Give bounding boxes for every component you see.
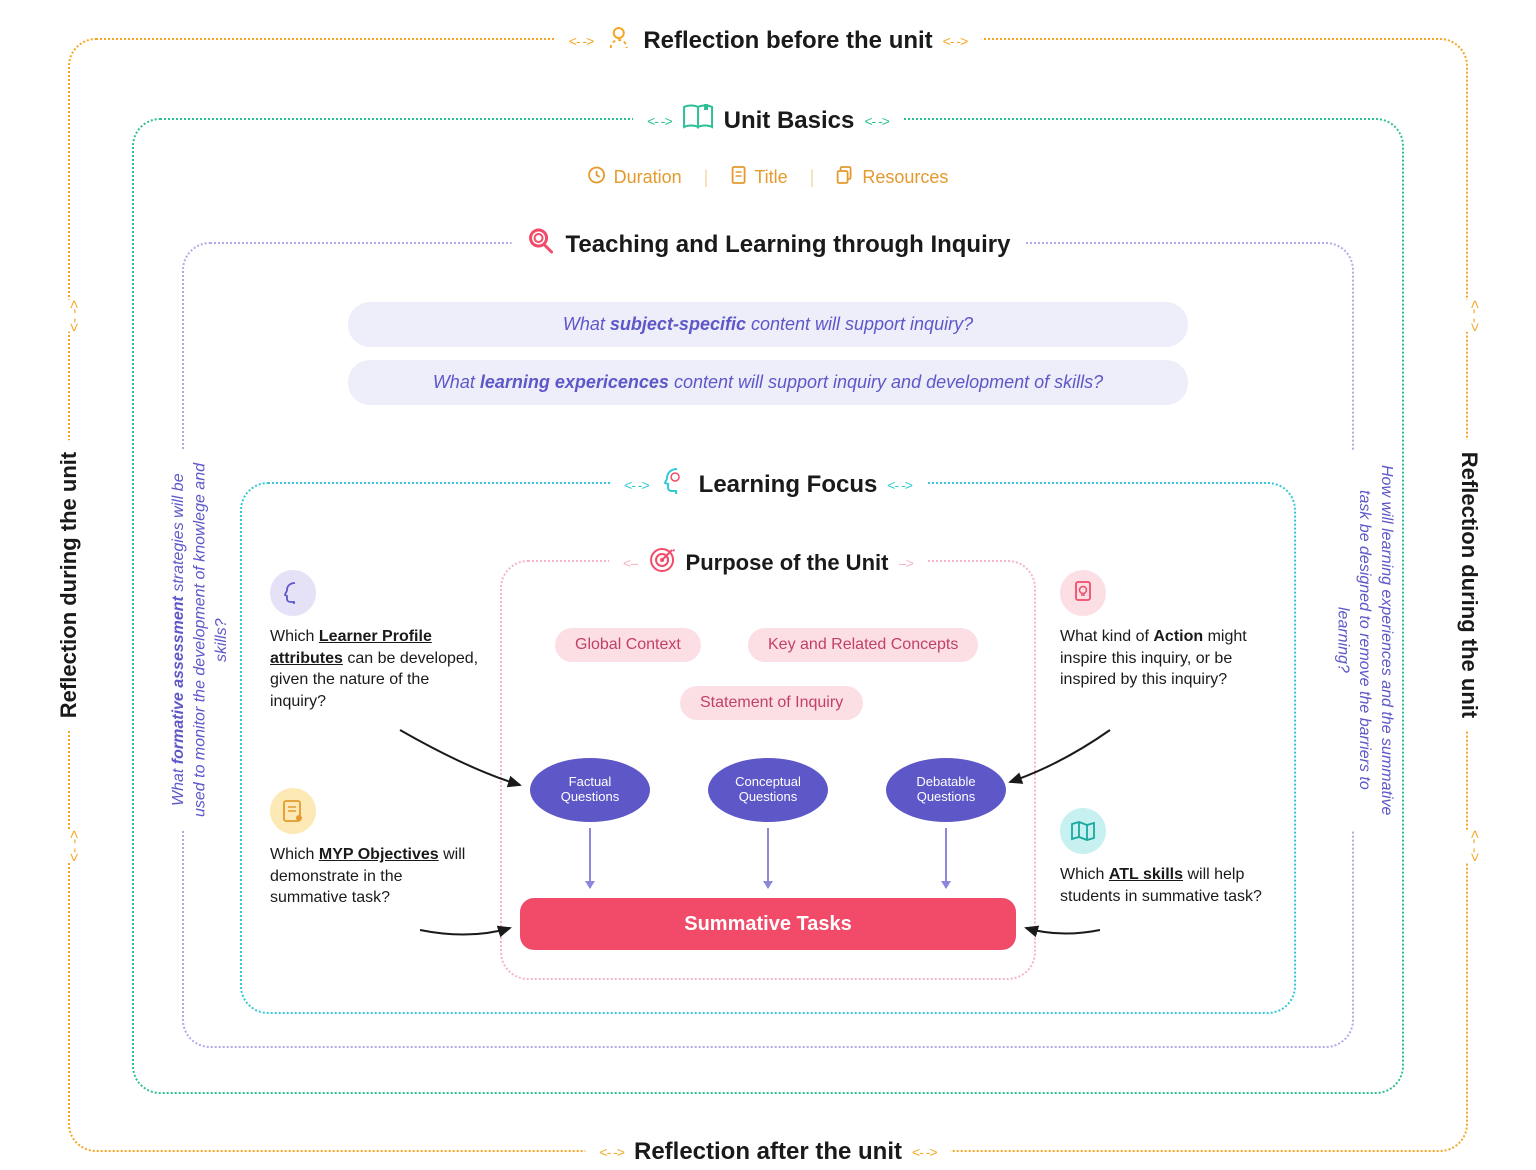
unit-basics-items: Duration | Title | Resources bbox=[588, 166, 949, 189]
profile-icon bbox=[270, 570, 316, 616]
target-icon bbox=[648, 546, 676, 580]
card-action: What kind of Action might inspire this i… bbox=[1060, 570, 1270, 691]
card-atl: Which ATL skills will help students in s… bbox=[1060, 808, 1270, 907]
pill-statement: Statement of Inquiry bbox=[680, 686, 863, 720]
arrow-down bbox=[589, 828, 591, 888]
inquiry-question-1: What subject-specific content will suppo… bbox=[348, 302, 1188, 347]
text: Which bbox=[270, 846, 319, 863]
text: What bbox=[563, 314, 610, 334]
document-icon bbox=[730, 166, 746, 189]
arrow-decor: <- -> bbox=[912, 1144, 937, 1160]
summative-tasks: Summative Tasks bbox=[520, 898, 1016, 950]
separator: | bbox=[810, 167, 815, 188]
separator: | bbox=[704, 167, 709, 188]
question-barriers: How will learning experiences and the su… bbox=[1332, 450, 1397, 830]
text: Which bbox=[270, 628, 319, 645]
arrow-decor: <- -> bbox=[887, 477, 912, 493]
map-icon bbox=[1060, 808, 1106, 854]
label-text: Title bbox=[754, 167, 787, 188]
label-reflection-during-right: Reflection during the unit bbox=[1456, 440, 1482, 730]
ellipse-conceptual: Conceptual Questions bbox=[708, 758, 828, 822]
inquiry-question-2: What learning expericences content will … bbox=[348, 360, 1188, 405]
magnifier-icon bbox=[526, 226, 556, 263]
text-em: MYP Objectives bbox=[319, 846, 439, 863]
question-formative-assessment: What formative assessment strategies wil… bbox=[168, 450, 233, 830]
label-text: Teaching and Learning through Inquiry bbox=[566, 231, 1011, 259]
label-text: Reflection during the unit bbox=[56, 452, 81, 718]
basics-resources: Resources bbox=[836, 166, 948, 189]
clock-icon bbox=[588, 166, 606, 189]
arrow-decor: <-- bbox=[623, 555, 638, 571]
text: What bbox=[433, 372, 480, 392]
basics-title: Title bbox=[730, 166, 787, 189]
text: content will support inquiry? bbox=[746, 314, 973, 334]
arrow-decor: <- -> bbox=[599, 1144, 624, 1160]
label-text: Resources bbox=[862, 167, 948, 188]
arrow-decor: <- -> bbox=[1460, 300, 1489, 332]
arrow-decor: <- -> bbox=[60, 830, 89, 862]
text: Which bbox=[1060, 866, 1109, 883]
label-text: Reflection before the unit bbox=[643, 27, 932, 55]
label-text: Unit Basics bbox=[724, 107, 855, 135]
text: How will learning experiences and the su… bbox=[1335, 465, 1395, 815]
text: content will support inquiry and develop… bbox=[669, 372, 1103, 392]
arrow-decor: <- -> bbox=[569, 33, 594, 49]
text-em: learning expericences bbox=[480, 372, 669, 392]
arrow-decor: <- -> bbox=[943, 33, 968, 49]
arrow-decor: <- -> bbox=[1460, 830, 1489, 862]
arrow-decor: <- -> bbox=[624, 477, 649, 493]
text-em: Action bbox=[1153, 628, 1203, 645]
text-em: subject-specific bbox=[610, 314, 746, 334]
label-purpose: <-- Purpose of the Unit --> bbox=[609, 546, 927, 580]
label-text: Learning Focus bbox=[699, 471, 878, 499]
arrow-decor: <- -> bbox=[647, 113, 672, 129]
person-icon bbox=[603, 22, 633, 59]
label-unit-basics: <- -> Unit Basics <- -> bbox=[633, 104, 903, 137]
text-em: formative assessment bbox=[170, 596, 187, 764]
pill-global-context: Global Context bbox=[555, 628, 701, 662]
arrow-down bbox=[945, 828, 947, 888]
arrow-decor: <- -> bbox=[60, 300, 89, 332]
arrow-down bbox=[767, 828, 769, 888]
label-reflection-during-left: Reflection during the unit bbox=[56, 440, 82, 730]
label-inquiry: Teaching and Learning through Inquiry bbox=[512, 226, 1025, 263]
text: What bbox=[170, 765, 187, 807]
label-reflection-after: <- -> Reflection after the unit <- -> bbox=[585, 1138, 950, 1166]
card-learner-profile: Which Learner Profile attributes can be … bbox=[270, 570, 480, 712]
head-brain-icon bbox=[659, 466, 689, 503]
lightbulb-icon bbox=[1060, 570, 1106, 616]
label-text: Reflection after the unit bbox=[634, 1138, 902, 1166]
checklist-icon bbox=[270, 788, 316, 834]
basics-duration: Duration bbox=[588, 166, 682, 189]
ellipse-debatable: Debatable Questions bbox=[886, 758, 1006, 822]
label-text: Reflection during the unit bbox=[1457, 452, 1482, 718]
card-myp: Which MYP Objectives will demonstrate in… bbox=[270, 788, 480, 909]
arrow-decor: <- -> bbox=[864, 113, 889, 129]
label-learning-focus: <- -> Learning Focus <- -> bbox=[610, 466, 926, 503]
text: What kind of bbox=[1060, 628, 1153, 645]
ellipse-factual: Factual Questions bbox=[530, 758, 650, 822]
text-em: ATL skills bbox=[1109, 866, 1183, 883]
book-icon bbox=[682, 104, 714, 137]
label-text: Duration bbox=[614, 167, 682, 188]
arrow-decor: --> bbox=[898, 555, 913, 571]
copy-icon bbox=[836, 166, 854, 189]
pill-key-related: Key and Related Concepts bbox=[748, 628, 978, 662]
label-text: Purpose of the Unit bbox=[686, 550, 889, 576]
label-reflection-before: <- -> Reflection before the unit <- -> bbox=[555, 22, 982, 59]
